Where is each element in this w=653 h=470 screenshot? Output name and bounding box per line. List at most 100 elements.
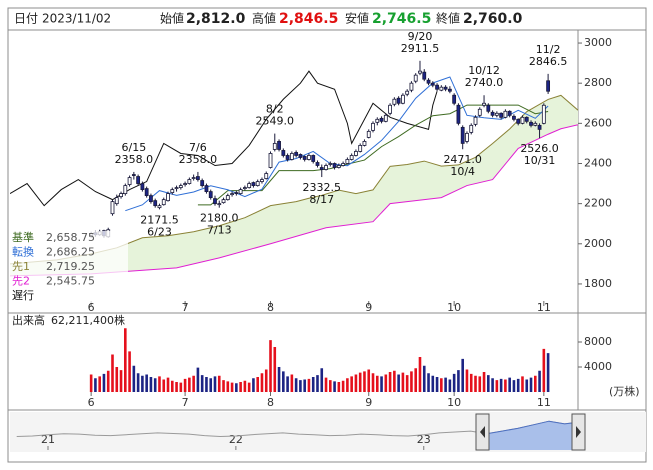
candle-body — [430, 82, 435, 86]
candle-body — [213, 198, 217, 205]
volume-bar — [504, 379, 507, 392]
candle-body — [494, 112, 499, 116]
volume-bar — [132, 365, 136, 392]
volume-bar — [196, 367, 200, 392]
indicator-line — [197, 104, 549, 206]
volume-bar — [235, 383, 238, 392]
price-axis: 1800 2000 2200 2400 2600 2800 3000 6 7 8 9 10 11 6/15… — [88, 30, 612, 314]
annotation-date: 8/17 — [309, 193, 334, 206]
legend-value: 2,686.25 — [46, 246, 95, 259]
candle-body — [183, 183, 187, 185]
annotation-date: 10/4 — [450, 165, 475, 178]
candle-body — [153, 200, 158, 207]
volume-bar — [264, 369, 268, 392]
annotation-label: 2358.0 — [115, 153, 154, 166]
volume-bar — [213, 376, 217, 392]
legend: 基準 2,658.75 転換 2,686.25 先1 2,719.25 先2 2,545.75… — [10, 230, 128, 303]
volume-bar — [98, 376, 101, 392]
candle-body — [537, 124, 542, 130]
volume-bar — [495, 380, 499, 392]
low-label: 安値 — [345, 11, 369, 26]
volume-bar — [311, 377, 315, 392]
volume-bar — [384, 374, 388, 392]
volume-bar — [346, 378, 349, 392]
candle-body — [516, 118, 521, 124]
volume-bar — [153, 378, 157, 392]
y-tick-label: 2600 — [584, 116, 612, 129]
candle-body — [524, 116, 529, 122]
legend-name: 先2 — [12, 275, 30, 288]
candle-body — [383, 114, 388, 122]
candle-body — [405, 90, 410, 95]
indicator-line — [10, 70, 438, 207]
volume-bar — [521, 376, 524, 392]
volume-bar — [294, 378, 298, 392]
candle-body — [204, 185, 209, 192]
candle-body — [311, 155, 316, 162]
x-tick-label: 22 — [229, 433, 243, 446]
volume-bars — [89, 328, 550, 392]
annotation-label: 2549.0 — [256, 115, 295, 128]
candle-body — [443, 86, 448, 90]
candle-body — [170, 189, 175, 194]
candle-body — [268, 153, 273, 168]
annotation-date: 6/15 — [121, 141, 146, 154]
candle-body — [324, 165, 328, 170]
volume-bar — [337, 382, 341, 392]
volume-bar — [192, 375, 195, 392]
candle-body — [512, 115, 516, 120]
candle-body — [298, 154, 303, 158]
volume-bar — [183, 378, 187, 392]
candle-body — [465, 132, 469, 142]
volume-bar — [491, 378, 494, 392]
y-tick-label: 2800 — [584, 76, 612, 89]
candle-body — [477, 108, 482, 116]
navigator-area — [489, 421, 572, 450]
volume-bar — [487, 375, 490, 392]
volume-bar — [286, 376, 289, 392]
volume-bar — [418, 357, 422, 392]
annotation-label: 2846.5 — [529, 55, 568, 68]
candle-body — [520, 116, 525, 124]
candle-body — [144, 188, 149, 197]
y-tick-label: 2400 — [584, 156, 612, 169]
handle-arrow — [480, 426, 485, 438]
candle-body — [426, 79, 431, 84]
volume-bar — [542, 348, 546, 392]
x-tick-label: 7 — [182, 396, 189, 409]
x-tick-label: 23 — [417, 433, 431, 446]
candle-body — [452, 94, 457, 104]
candle-body — [196, 176, 200, 180]
volume-bar — [158, 376, 161, 392]
candle-body — [289, 153, 294, 160]
candle-body — [332, 163, 337, 168]
candle-body — [255, 181, 260, 186]
x-tick-label: 10 — [447, 301, 461, 314]
candle-body — [499, 112, 504, 118]
volume-total: 62,211,400株 — [51, 313, 125, 327]
candle-body — [473, 116, 478, 125]
x-tick-label: 9 — [365, 396, 372, 409]
volume-bar — [188, 377, 191, 392]
volume-bar — [239, 382, 242, 392]
annotation-label: 2911.5 — [401, 42, 440, 55]
volume-bar — [546, 353, 550, 392]
volume-bar — [256, 377, 259, 392]
annotation-label: 2358.0 — [179, 153, 218, 166]
x-tick-label: 11 — [537, 301, 551, 314]
volume-bar — [388, 372, 392, 392]
volume-bar — [452, 373, 456, 392]
y-tick-label: 2000 — [584, 237, 612, 250]
volume-bar — [260, 373, 264, 392]
candle-body — [460, 126, 465, 144]
annotation-date: 11/2 — [536, 43, 561, 56]
indicator-line — [10, 124, 578, 277]
candle-body — [230, 193, 234, 196]
volume-bar — [431, 375, 435, 392]
volume-bar — [170, 380, 174, 392]
volume-bar — [307, 378, 311, 392]
navigator-handles[interactable] — [475, 413, 586, 451]
volume-bar — [324, 377, 328, 392]
volume-bar — [320, 368, 324, 392]
legend-value: 2,658.75 — [46, 231, 95, 244]
